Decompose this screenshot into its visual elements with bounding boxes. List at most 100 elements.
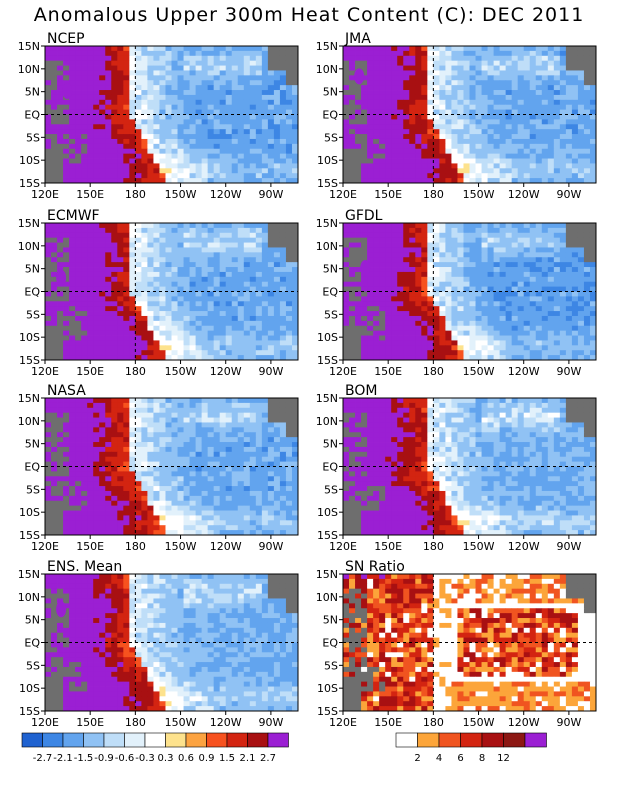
lat-tick-label: 10N [316,591,338,604]
lon-tick-label: 150W [165,540,197,553]
colorbar-tick-label: 2.7 [260,753,276,764]
lon-tick-label: 120E [31,540,59,553]
lat-tick-label: 15N [316,568,338,581]
lat-tick-label: 10N [316,63,338,76]
colorbar-tick-label: 0.3 [158,753,174,764]
figure-title: Anomalous Upper 300m Heat Content (C): D… [0,4,618,26]
panel-title: NASA [47,383,86,399]
lat-tick-label: 5S [324,131,338,144]
lat-tick-label: 5N [25,263,40,276]
lat-tick-label: 15N [316,217,338,230]
lat-tick-label: 5N [323,438,338,451]
lat-tick-label: EQ [322,109,338,122]
lat-tick-label: 5N [323,263,338,276]
lat-tick-label: 5N [323,86,338,99]
colorbar-tick-label: 6 [457,753,463,764]
lon-tick-label: 90W [556,365,581,378]
colorbar-tick-label: 0.9 [199,753,215,764]
colorbar-swatch [125,733,146,747]
lon-tick-label: 150W [165,188,197,201]
lon-tick-label: 150E [76,716,104,729]
lat-tick-label: 5N [25,614,40,627]
lat-tick-label: 5N [323,614,338,627]
lon-tick-label: 90W [258,365,283,378]
lon-tick-label: 150E [76,188,104,201]
lat-tick-label: EQ [24,109,40,122]
lat-tick-label: 5S [324,659,338,672]
colorbar-swatch [439,733,461,747]
lon-tick-label: 90W [556,540,581,553]
colorbar-swatch [22,733,43,747]
lon-tick-label: 150W [463,188,495,201]
panel-title: ENS. Mean [47,559,122,575]
colorbar-tick-label: 2 [414,753,420,764]
colorbar-tick-label: 2.1 [240,753,256,764]
panel-title: NCEP [47,31,85,47]
lat-tick-label: 10N [18,240,40,253]
colorbar-tick-label: 4 [436,753,442,764]
lon-tick-label: 150E [76,540,104,553]
lat-tick-label: 15N [316,40,338,53]
lat-tick-label: 10S [317,331,338,344]
lon-tick-label: 150W [463,540,495,553]
lat-tick-label: 10N [316,240,338,253]
colorbar-swatch [227,733,248,747]
colorbar-swatch [418,733,440,747]
lon-tick-label: 150E [76,365,104,378]
colorbar-tick-label: 12 [497,753,510,764]
colorbar-swatch [84,733,105,747]
lon-tick-label: 120W [210,716,242,729]
colorbar-swatch [166,733,187,747]
lon-tick-label: 180 [423,540,444,553]
lon-tick-label: 150E [374,365,402,378]
lat-tick-label: 5S [26,483,40,496]
lat-tick-label: 10S [317,506,338,519]
lat-tick-label: 10N [316,415,338,428]
lat-tick-label: 10N [18,591,40,604]
lon-tick-label: 150E [374,188,402,201]
lat-tick-label: 5N [25,438,40,451]
lon-tick-label: 120W [508,365,540,378]
colorbar-tick-label: -0.3 [135,753,155,764]
lon-tick-label: 120E [329,365,357,378]
lat-tick-label: EQ [322,286,338,299]
lon-tick-label: 120E [329,188,357,201]
panel-title: BOM [345,383,377,399]
colorbar-swatch [145,733,166,747]
lat-tick-label: 5S [324,483,338,496]
lon-tick-label: 90W [556,188,581,201]
lon-tick-label: 90W [556,716,581,729]
lon-tick-label: 150E [374,716,402,729]
lat-tick-label: 10S [19,331,40,344]
colorbar-swatch [396,733,418,747]
lon-tick-label: 120W [508,188,540,201]
lon-tick-label: 120W [508,716,540,729]
lon-tick-label: 150W [463,716,495,729]
lat-tick-label: EQ [24,637,40,650]
lon-tick-label: 120W [210,365,242,378]
colorbar-swatch [504,733,526,747]
colorbar-swatch [104,733,125,747]
lon-tick-label: 90W [258,540,283,553]
lon-tick-label: 180 [125,365,146,378]
lat-tick-label: 15N [18,568,40,581]
panel-title: SN Ratio [345,559,405,575]
lon-tick-label: 120E [329,716,357,729]
lat-tick-label: 10S [317,154,338,167]
colorbar-tick-label: -0.6 [115,753,135,764]
lat-tick-label: 15N [18,392,40,405]
lat-tick-label: 5S [324,308,338,321]
lat-tick-label: EQ [24,461,40,474]
lon-tick-label: 120E [31,188,59,201]
lat-tick-label: 5S [26,308,40,321]
lat-tick-label: 15N [18,217,40,230]
lon-tick-label: 180 [423,188,444,201]
lon-tick-label: 120E [329,540,357,553]
